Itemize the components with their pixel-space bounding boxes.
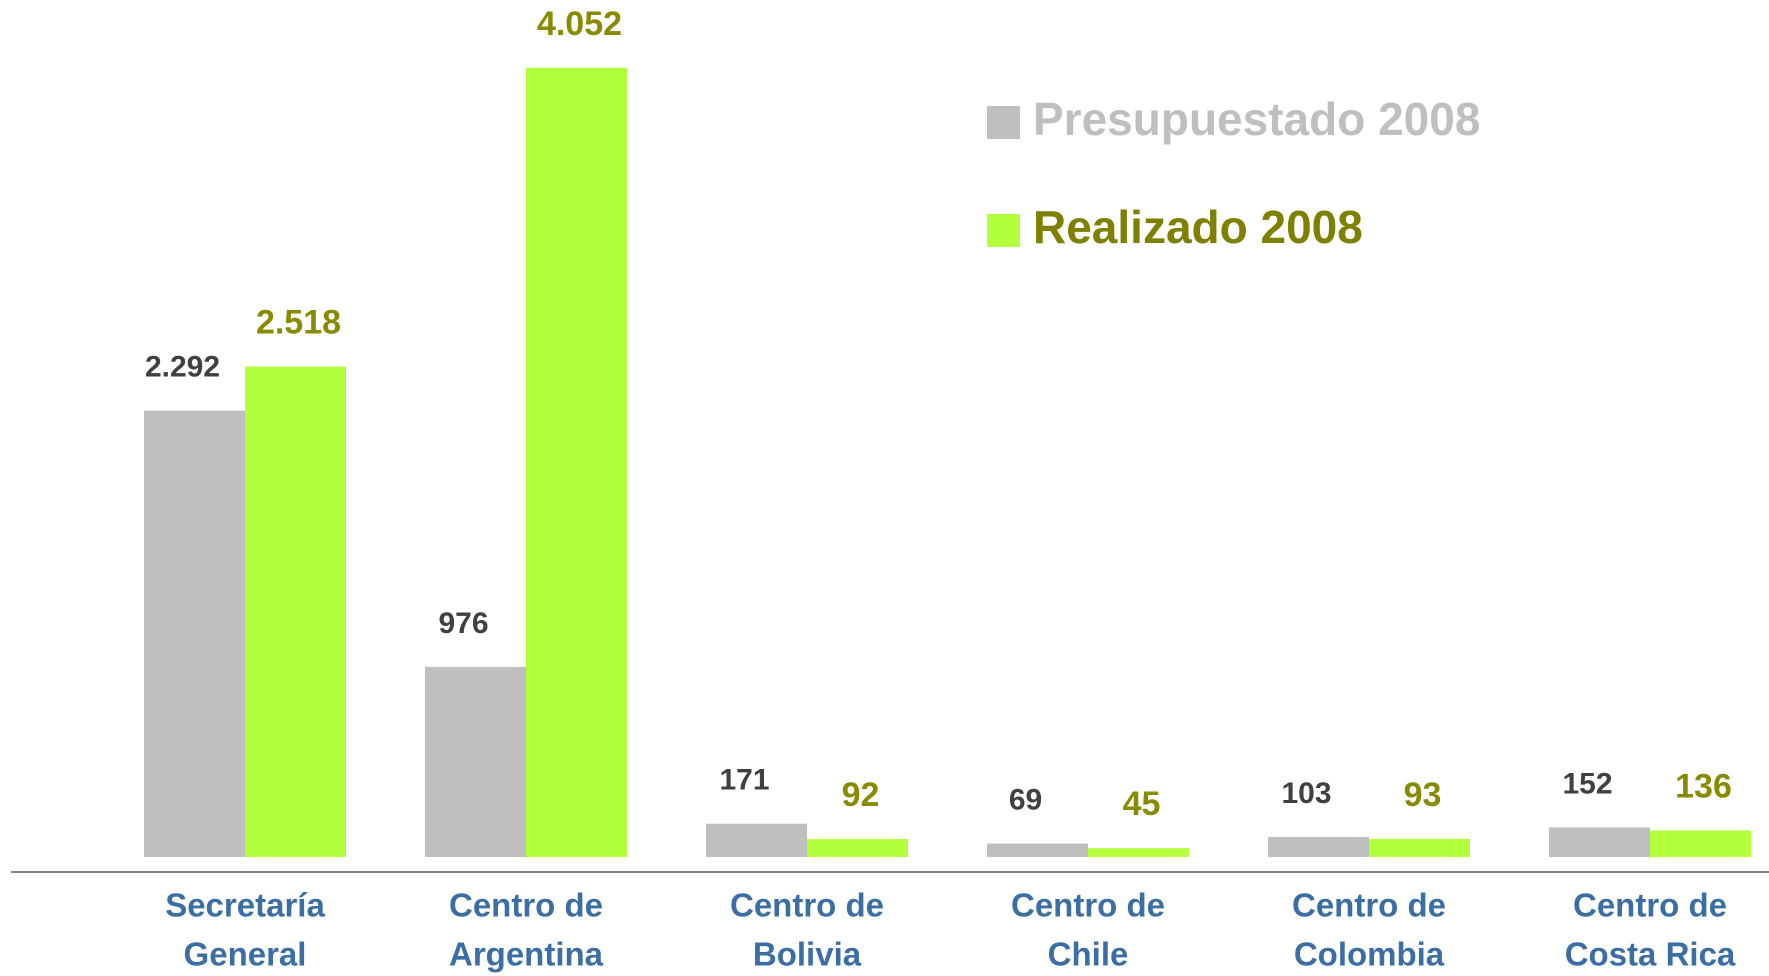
bar (1650, 830, 1751, 857)
data-label: 103 (1281, 777, 1331, 810)
bar (1549, 827, 1650, 857)
data-label: 92 (842, 776, 880, 814)
data-label: 976 (438, 607, 488, 640)
bar (706, 823, 807, 857)
x-tick-label: Centro de (1011, 887, 1165, 924)
legend-swatch (987, 106, 1020, 139)
x-tick-label: Colombia (1294, 936, 1445, 973)
x-tick-label: Centro de (1573, 887, 1727, 924)
x-tick-label: General (184, 936, 307, 973)
data-label: 2.292 (145, 351, 220, 384)
data-label: 93 (1404, 776, 1442, 814)
data-label: 4.052 (537, 5, 622, 43)
x-tick-label: Centro de (730, 887, 884, 924)
bar (144, 410, 245, 857)
legend-swatch (987, 214, 1020, 247)
data-label: 69 (1009, 783, 1042, 816)
bar (1268, 836, 1369, 857)
x-tick-label: Secretaría (165, 887, 325, 924)
x-tick-label: Bolivia (753, 936, 862, 973)
bar (425, 666, 526, 857)
data-label: 2.518 (256, 304, 341, 342)
bar (1369, 838, 1470, 857)
data-label: 45 (1123, 785, 1161, 823)
data-label: 136 (1675, 767, 1732, 805)
data-label: 171 (719, 764, 769, 797)
x-tick-label: Chile (1048, 936, 1129, 973)
legend-label: Presupuestado 2008 (1033, 93, 1480, 145)
bar (1088, 848, 1189, 857)
x-tick-label: Costa Rica (1565, 936, 1736, 973)
x-tick-label: Centro de (449, 887, 603, 924)
x-tick-label: Argentina (449, 936, 604, 973)
bar (987, 843, 1088, 857)
bar (526, 67, 627, 858)
data-label: 152 (1562, 767, 1612, 800)
bar (807, 839, 908, 857)
x-tick-label: Centro de (1292, 887, 1446, 924)
bar (245, 366, 346, 857)
legend-label: Realizado 2008 (1033, 201, 1363, 253)
